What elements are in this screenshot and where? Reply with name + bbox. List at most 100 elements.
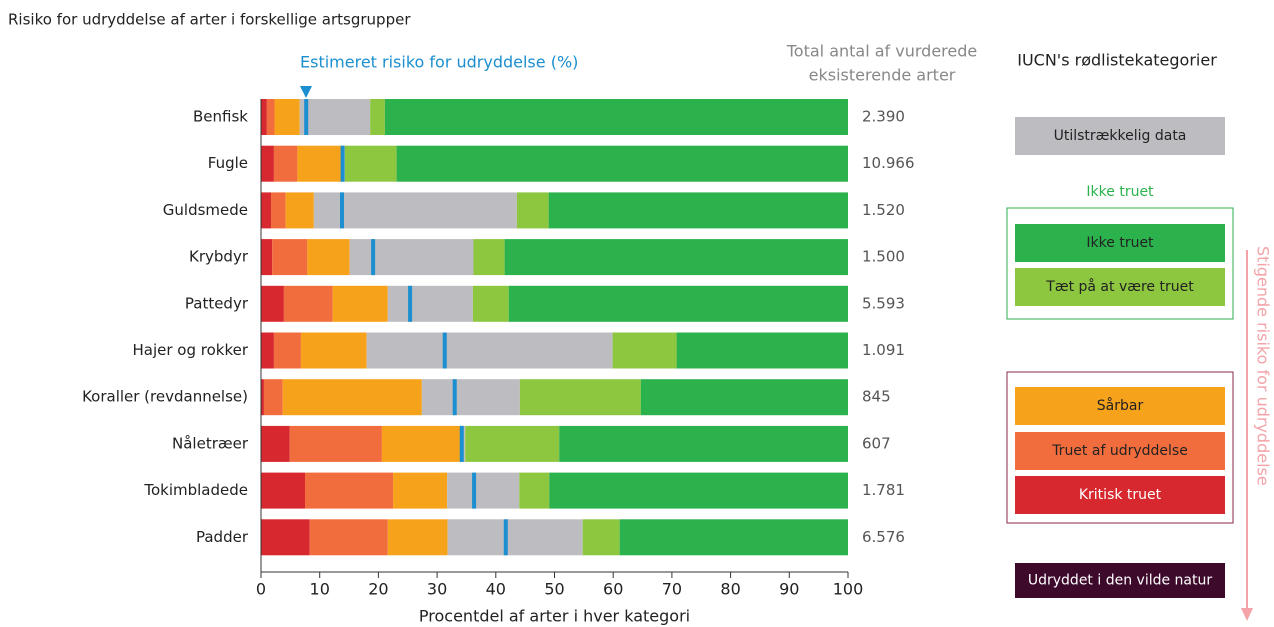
bar-segment — [472, 285, 509, 322]
bar-segment — [261, 285, 284, 322]
category-label: Nåletræer — [172, 434, 249, 452]
x-tick-label: 50 — [544, 580, 564, 599]
legend-label: Sårbar — [1097, 397, 1144, 414]
bar-segment — [261, 425, 290, 462]
bar-segment — [273, 145, 298, 182]
bar-segment — [261, 332, 274, 369]
risk-marker — [340, 145, 345, 182]
risk-marker — [340, 192, 345, 229]
risk-annotation: Estimeret risiko for udryddelse (%) — [300, 53, 578, 72]
category-label: Tokimbladede — [143, 481, 248, 499]
bar-segment — [447, 519, 583, 556]
risk-marker — [371, 239, 376, 276]
risk-marker — [452, 379, 457, 416]
legend-swatch — [1015, 387, 1225, 425]
legend-title: IUCN's rødlistekategorier — [1017, 51, 1217, 70]
legend-label: Tæt på at være truet — [1045, 278, 1194, 295]
total-label: 1.500 — [862, 248, 905, 266]
chart-title: Risiko for udryddelse af arter i forskel… — [8, 11, 411, 29]
category-label: Padder — [196, 528, 249, 546]
bar-segment — [299, 99, 371, 135]
x-axis-label: Procentdel af arter i hver kategori — [419, 607, 690, 626]
risk-marker — [503, 519, 508, 556]
legend-swatch — [1015, 476, 1225, 514]
legend-swatch — [1015, 268, 1225, 306]
bar-segment — [465, 425, 560, 462]
category-label: Hajer og rokker — [132, 341, 248, 359]
category-label: Pattedyr — [185, 294, 249, 312]
risk-pointer — [300, 86, 312, 98]
total-label: 845 — [862, 388, 891, 406]
legend-swatch — [1015, 117, 1225, 155]
bar-segment — [516, 192, 549, 229]
x-tick-label: 90 — [779, 580, 799, 599]
legend-label: Udryddet i den vilde natur — [1028, 573, 1212, 589]
total-label: 1.091 — [862, 341, 905, 359]
bar-segment — [309, 519, 388, 556]
category-label: Benfisk — [193, 108, 248, 126]
x-tick-label: 40 — [486, 580, 506, 599]
total-label: 5.593 — [862, 294, 905, 312]
bar-segment — [263, 379, 283, 416]
x-tick-label: 100 — [833, 580, 864, 599]
bar-segment — [676, 332, 848, 369]
total-label: 6.576 — [862, 528, 905, 546]
legend-group-box — [1006, 371, 1234, 524]
bar-segment — [270, 192, 286, 229]
total-label: 607 — [862, 434, 891, 452]
total-label: 10.966 — [862, 154, 915, 172]
legend-label: Utilstrækkelig data — [1054, 128, 1187, 144]
bar-segment — [381, 425, 460, 462]
bar-segment — [393, 472, 448, 509]
x-tick-label: 60 — [603, 580, 623, 599]
legend-group-label: Ikke truet — [1086, 184, 1154, 200]
bar-segment — [282, 379, 422, 416]
x-tick-label: 70 — [662, 580, 682, 599]
risk-marker — [472, 472, 477, 509]
bar-segment — [289, 425, 382, 462]
risk-marker — [442, 332, 447, 369]
category-label: Fugle — [208, 154, 248, 172]
totals-title: Total antal af vurderede — [786, 42, 978, 61]
legend-swatch — [1015, 563, 1225, 598]
category-label: Guldsmede — [163, 201, 248, 219]
risk-arrow-head — [1241, 608, 1253, 621]
total-label: 1.520 — [862, 201, 905, 219]
bar-segment — [344, 145, 397, 182]
bar-segment — [508, 285, 848, 322]
bar-segment — [366, 332, 613, 369]
legend-group-box — [1006, 207, 1234, 320]
bar-segment — [640, 379, 848, 416]
bar-segment — [549, 472, 848, 509]
bar-segment — [349, 239, 474, 276]
bar-segment — [387, 519, 448, 556]
bar-segment — [283, 285, 333, 322]
x-tick-label: 30 — [427, 580, 447, 599]
bar-segment — [396, 145, 848, 182]
bar-segment — [332, 285, 388, 322]
category-label: Krybdyr — [189, 248, 249, 266]
total-label: 2.390 — [862, 108, 905, 126]
bar-segment — [261, 239, 273, 276]
bar-segment — [504, 239, 848, 276]
category-label: Koraller (revdannelse) — [82, 388, 248, 406]
x-tick-label: 10 — [310, 580, 330, 599]
risk-marker — [304, 99, 309, 135]
bar-segment — [447, 472, 520, 509]
x-tick-label: 0 — [256, 580, 266, 599]
bar-segment — [261, 379, 264, 416]
bar-segment — [261, 519, 310, 556]
bar-segment — [582, 519, 620, 556]
legend-swatch — [1015, 432, 1225, 470]
bar-segment — [305, 472, 394, 509]
bar-segment — [285, 192, 314, 229]
bar-segment — [261, 145, 274, 182]
bar-segment — [261, 472, 306, 509]
bar-segment — [473, 239, 505, 276]
bar-segment — [266, 99, 275, 135]
bar-segment — [261, 99, 267, 135]
bar-segment — [307, 239, 350, 276]
bar-segment — [421, 379, 520, 416]
bar-segment — [273, 332, 301, 369]
total-label: 1.781 — [862, 481, 905, 499]
